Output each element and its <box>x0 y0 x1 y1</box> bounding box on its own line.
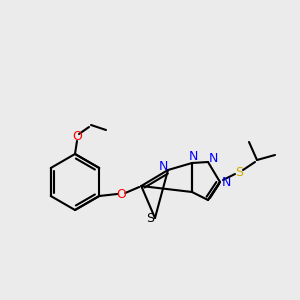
Text: S: S <box>235 166 243 178</box>
Text: N: N <box>188 151 198 164</box>
Text: N: N <box>221 176 231 190</box>
Text: N: N <box>158 160 168 173</box>
Text: O: O <box>116 188 126 200</box>
Text: S: S <box>146 212 154 224</box>
Text: O: O <box>72 130 82 143</box>
Text: N: N <box>208 152 218 164</box>
